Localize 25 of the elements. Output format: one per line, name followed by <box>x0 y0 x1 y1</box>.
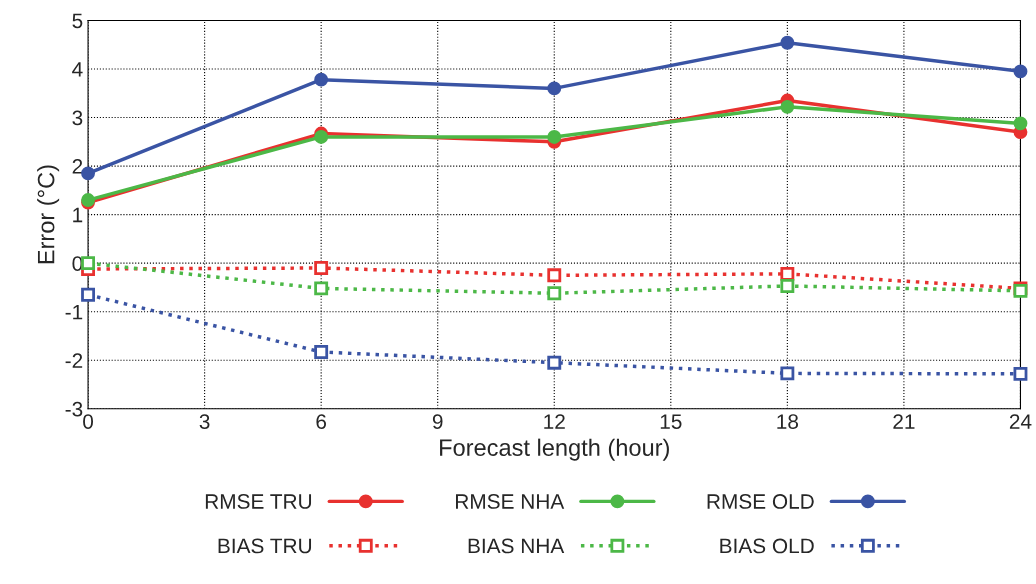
x-tick-label: 9 <box>432 414 443 429</box>
x-tick-label: 18 <box>777 414 799 429</box>
x-tick-label: 24 <box>1009 414 1032 429</box>
y-tick-label: 2 <box>72 159 83 174</box>
y-tick-label: 1 <box>73 207 83 223</box>
x-tick-label: 12 <box>544 414 565 429</box>
legend-label: BIAS NHA <box>468 538 565 554</box>
y-tick-label: -2 <box>65 353 83 368</box>
x-tick-label: 0 <box>83 414 94 429</box>
y-tick-label: -1 <box>65 304 83 320</box>
x-axis-title: Forecast length (hour) <box>440 438 669 461</box>
x-tick-label: 3 <box>199 414 210 429</box>
legend-label: BIAS OLD <box>720 538 814 554</box>
x-tick-label: 21 <box>893 414 915 429</box>
y-tick-label: -3 <box>65 401 83 417</box>
legend-label: BIAS TRU <box>218 538 312 554</box>
y-tick-label: 5 <box>72 13 83 29</box>
y-tick-label: 4 <box>72 62 83 77</box>
y-tick-label: 3 <box>72 110 83 126</box>
legend-label: RMSE OLD <box>707 494 814 509</box>
legend-label: RMSE NHA <box>456 494 565 509</box>
x-tick-label: 15 <box>660 414 682 429</box>
x-tick-label: 6 <box>316 414 327 429</box>
legend-label: RMSE TRU <box>205 494 312 509</box>
y-axis-title: Error (°C) <box>37 165 60 264</box>
